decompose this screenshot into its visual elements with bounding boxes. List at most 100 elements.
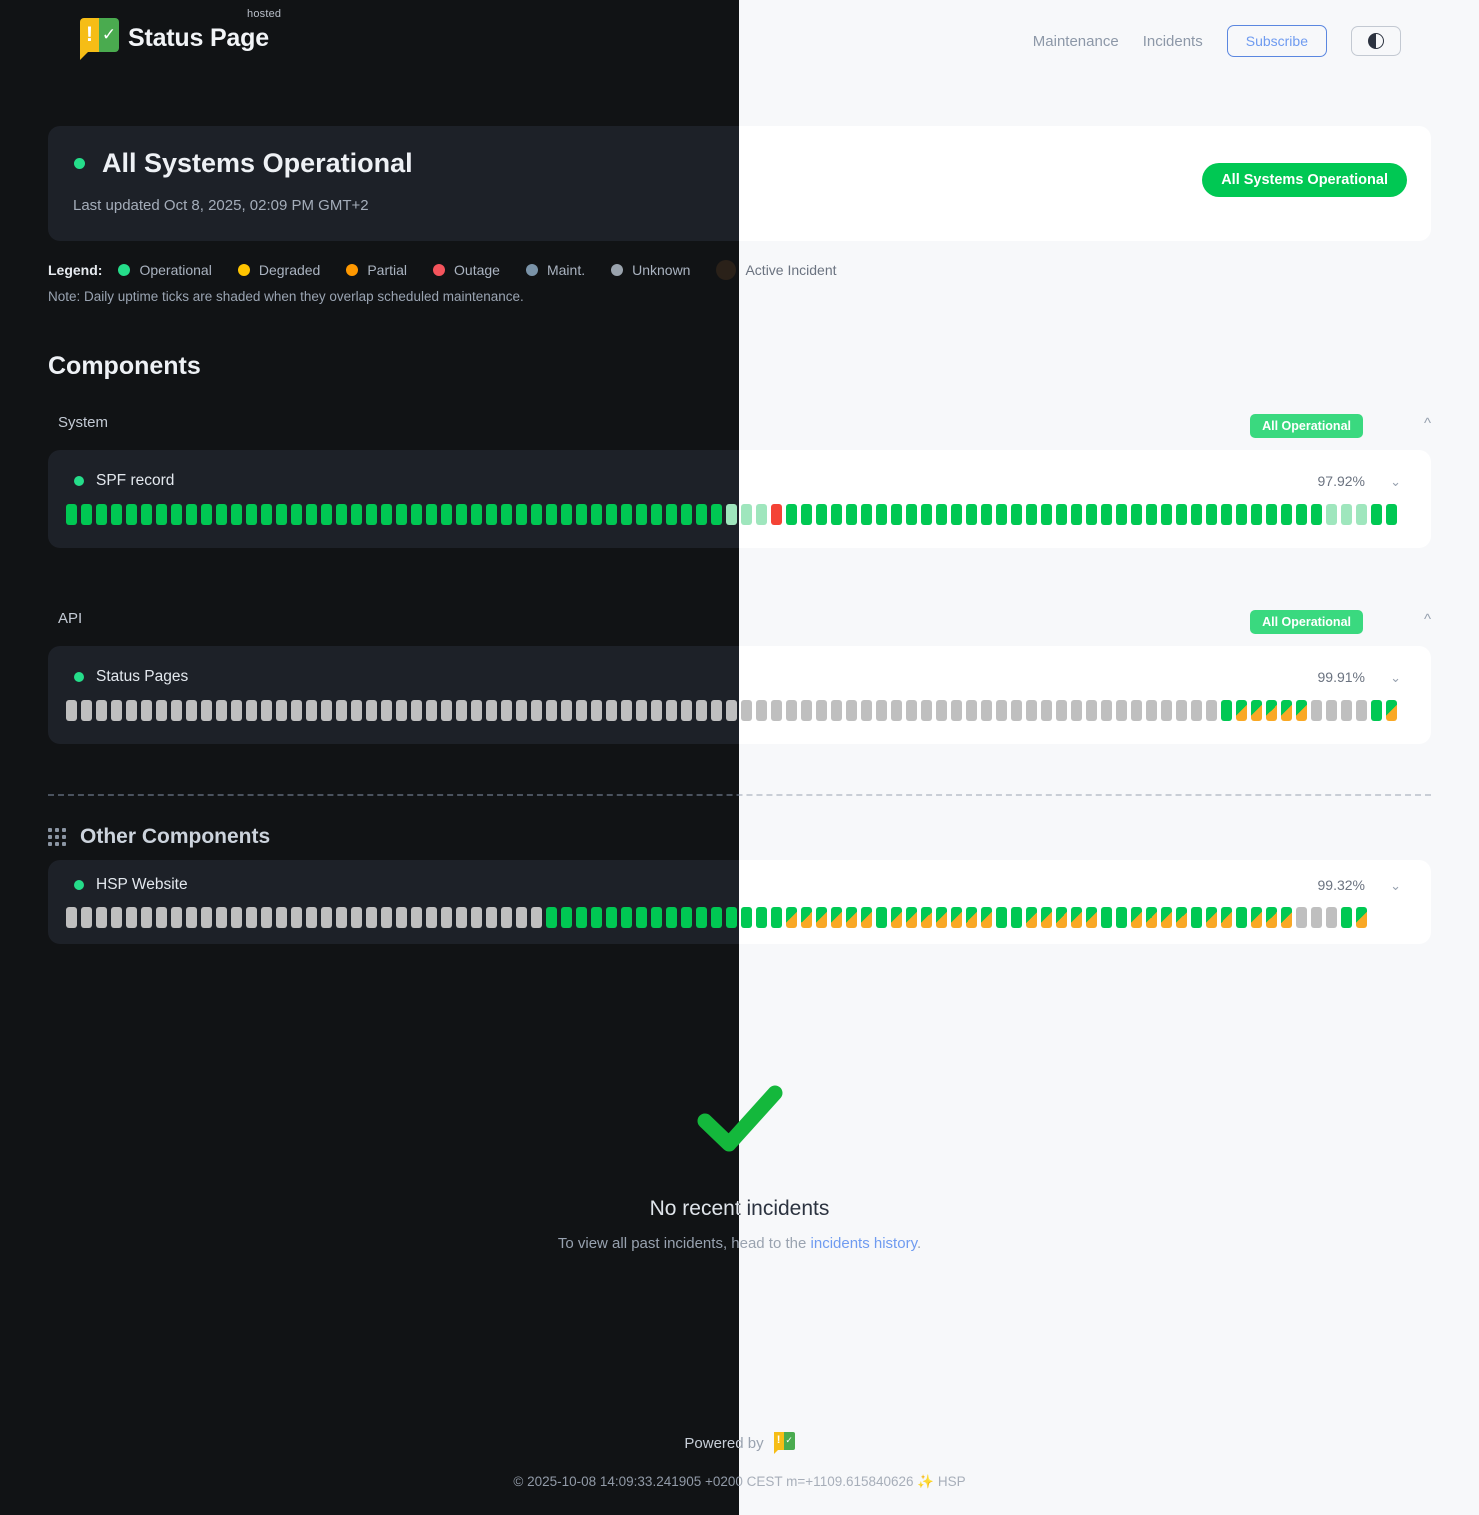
uptime-tick[interactable] [501, 700, 512, 721]
uptime-tick[interactable] [1176, 907, 1187, 928]
uptime-tick[interactable] [981, 700, 992, 721]
uptime-tick[interactable] [171, 907, 182, 928]
uptime-tick[interactable] [966, 907, 977, 928]
uptime-tick[interactable] [1041, 700, 1052, 721]
uptime-tick[interactable] [516, 907, 527, 928]
uptime-tick[interactable] [1161, 700, 1172, 721]
uptime-tick[interactable] [681, 700, 692, 721]
uptime-tick[interactable] [726, 907, 737, 928]
uptime-tick[interactable] [351, 907, 362, 928]
uptime-tick[interactable] [591, 700, 602, 721]
uptime-tick[interactable] [336, 907, 347, 928]
uptime-tick[interactable] [381, 504, 392, 525]
uptime-tick[interactable] [1131, 504, 1142, 525]
uptime-tick[interactable] [276, 504, 287, 525]
uptime-tick[interactable] [186, 504, 197, 525]
brand-logo[interactable]: ! ✓ Status Page hosted [80, 8, 281, 60]
uptime-tick[interactable] [141, 700, 152, 721]
uptime-tick[interactable] [1236, 504, 1247, 525]
uptime-tick[interactable] [861, 504, 872, 525]
uptime-tick[interactable] [411, 504, 422, 525]
uptime-tick[interactable] [1026, 907, 1037, 928]
uptime-tick[interactable] [441, 700, 452, 721]
uptime-tick[interactable] [1356, 504, 1367, 525]
uptime-tick[interactable] [1056, 700, 1067, 721]
uptime-tick[interactable] [261, 907, 272, 928]
uptime-tick[interactable] [1251, 504, 1262, 525]
uptime-tick[interactable] [411, 907, 422, 928]
uptime-tick[interactable] [966, 700, 977, 721]
uptime-tick[interactable] [1311, 504, 1322, 525]
uptime-tick[interactable] [351, 700, 362, 721]
uptime-tick[interactable] [366, 907, 377, 928]
uptime-tick[interactable] [996, 504, 1007, 525]
uptime-tick[interactable] [696, 907, 707, 928]
uptime-tick[interactable] [516, 700, 527, 721]
uptime-tick[interactable] [741, 700, 752, 721]
uptime-tick[interactable] [666, 907, 677, 928]
uptime-tick[interactable] [81, 907, 92, 928]
uptime-tick[interactable] [531, 907, 542, 928]
uptime-tick[interactable] [636, 907, 647, 928]
uptime-tick[interactable] [546, 504, 557, 525]
uptime-tick[interactable] [126, 700, 137, 721]
uptime-tick[interactable] [1296, 700, 1307, 721]
component-card-spf-record[interactable]: SPF record 97.92% ⌄ [48, 450, 1431, 548]
uptime-tick[interactable] [756, 907, 767, 928]
uptime-tick[interactable] [936, 700, 947, 721]
uptime-tick[interactable] [111, 504, 122, 525]
uptime-tick[interactable] [1011, 907, 1022, 928]
uptime-tick[interactable] [861, 700, 872, 721]
uptime-tick[interactable] [1101, 504, 1112, 525]
component-card-hsp-website[interactable]: HSP Website 99.32% ⌄ [48, 860, 1431, 944]
uptime-tick[interactable] [1326, 907, 1337, 928]
uptime-tick[interactable] [201, 700, 212, 721]
uptime-tick[interactable] [426, 700, 437, 721]
uptime-tick[interactable] [1266, 907, 1277, 928]
uptime-tick[interactable] [636, 700, 647, 721]
uptime-tick[interactable] [171, 504, 182, 525]
uptime-tick[interactable] [456, 907, 467, 928]
uptime-tick[interactable] [1071, 700, 1082, 721]
uptime-tick[interactable] [96, 504, 107, 525]
uptime-tick[interactable] [66, 504, 77, 525]
uptime-tick[interactable] [1296, 907, 1307, 928]
uptime-tick[interactable] [276, 907, 287, 928]
nav-link-maintenance[interactable]: Maintenance [1032, 32, 1119, 50]
uptime-tick[interactable] [261, 700, 272, 721]
uptime-tick[interactable] [546, 907, 557, 928]
uptime-tick[interactable] [261, 504, 272, 525]
uptime-tick[interactable] [1326, 504, 1337, 525]
uptime-tick[interactable] [1176, 700, 1187, 721]
uptime-tick[interactable] [1221, 504, 1232, 525]
uptime-tick[interactable] [816, 700, 827, 721]
uptime-tick[interactable] [711, 907, 722, 928]
uptime-tick[interactable] [981, 504, 992, 525]
uptime-tick[interactable] [606, 700, 617, 721]
uptime-tick[interactable] [756, 504, 767, 525]
uptime-ticks-status-pages[interactable] [66, 700, 1397, 721]
uptime-tick[interactable] [66, 907, 77, 928]
uptime-tick[interactable] [921, 907, 932, 928]
uptime-tick[interactable] [561, 700, 572, 721]
uptime-tick[interactable] [771, 700, 782, 721]
uptime-tick[interactable] [591, 504, 602, 525]
uptime-tick[interactable] [351, 504, 362, 525]
uptime-tick[interactable] [141, 504, 152, 525]
speech-bubble-logo-icon-small[interactable]: ! ✓ [773, 1432, 795, 1454]
uptime-tick[interactable] [396, 700, 407, 721]
uptime-tick[interactable] [1146, 504, 1157, 525]
uptime-tick[interactable] [846, 700, 857, 721]
uptime-tick[interactable] [171, 700, 182, 721]
uptime-tick[interactable] [771, 907, 782, 928]
uptime-tick[interactable] [426, 504, 437, 525]
uptime-tick[interactable] [1356, 907, 1367, 928]
uptime-tick[interactable] [1371, 700, 1382, 721]
uptime-tick[interactable] [126, 504, 137, 525]
uptime-tick[interactable] [501, 907, 512, 928]
uptime-tick[interactable] [471, 700, 482, 721]
uptime-tick[interactable] [471, 907, 482, 928]
uptime-tick[interactable] [501, 504, 512, 525]
uptime-tick[interactable] [786, 504, 797, 525]
uptime-tick[interactable] [1281, 504, 1292, 525]
